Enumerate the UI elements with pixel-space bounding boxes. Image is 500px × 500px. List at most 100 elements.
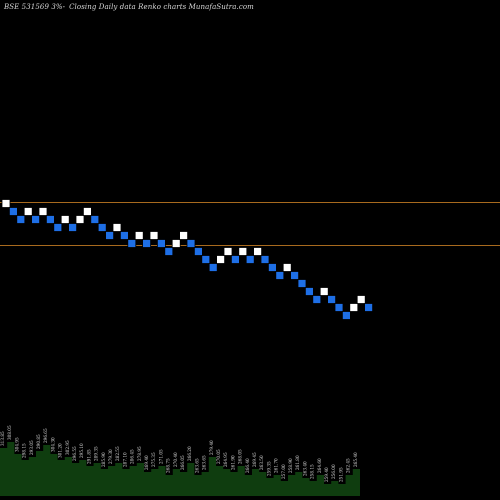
volume-label-23: 271.05 [158, 449, 163, 464]
down-brick-41 [297, 279, 307, 288]
volume-label-20: 278.95 [137, 446, 142, 461]
down-brick-8 [53, 223, 63, 232]
volume-label-12: 295.10 [79, 443, 84, 458]
volume-label-33: 261.90 [230, 455, 235, 470]
up-brick-21 [149, 231, 159, 240]
down-brick-3 [16, 215, 26, 224]
volume-label-38: 259.35 [266, 461, 271, 476]
up-brick-35 [253, 247, 263, 256]
volume-label-2: 308.05 [7, 425, 12, 440]
volume-label-10: 302.95 [65, 440, 70, 455]
volume-label-49: 262.45 [346, 458, 351, 473]
volume-label-8: 304.30 [50, 437, 55, 452]
volume-label-13: 291.85 [86, 449, 91, 464]
volume-label-34: 268.05 [238, 449, 243, 464]
up-brick-49 [356, 295, 366, 304]
volume-label-45: 264.60 [317, 458, 322, 473]
volume-label-48: 251.95 [338, 467, 343, 482]
volume-label-6: 290.85 [36, 434, 41, 449]
volume-label-41: 258.90 [288, 458, 293, 473]
down-brick-13 [90, 215, 100, 224]
volume-label-39: 261.70 [274, 458, 279, 473]
up-brick-16 [112, 223, 122, 232]
volume-label-21: 269.40 [144, 455, 149, 470]
volume-label-22: 275.35 [151, 452, 156, 467]
up-brick-24 [171, 239, 181, 248]
down-brick-45 [327, 295, 337, 304]
volume-label-16: 279.30 [108, 449, 113, 464]
volume-label-14: 289.35 [94, 446, 99, 461]
down-brick-34 [245, 255, 255, 264]
volume-label-43: 263.40 [302, 461, 307, 476]
volume-label-5: 293.05 [29, 440, 34, 455]
volume-label-35: 266.40 [245, 458, 250, 473]
volume-label-28: 263.65 [194, 458, 199, 473]
up-brick-19 [134, 231, 144, 240]
up-brick-11 [75, 215, 85, 224]
volume-label-26: 266.05 [180, 455, 185, 470]
down-brick-15 [105, 231, 114, 240]
volume-label-32: 264.95 [223, 452, 228, 467]
down-brick-22 [156, 239, 166, 248]
down-brick-32 [230, 255, 240, 264]
up-brick-31 [223, 247, 233, 256]
down-brick-20 [142, 239, 152, 248]
volume-label-17: 282.55 [115, 446, 120, 461]
down-brick-17 [120, 231, 129, 240]
volume-label-18: 287.10 [122, 452, 127, 467]
volume-label-7: 296.65 [43, 428, 48, 443]
volume-label-27: 266.20 [187, 446, 192, 461]
down-brick-38 [275, 271, 285, 280]
volume-area [0, 442, 360, 496]
chart-title: BSE 531569 3%- Closing Daily data Renko c… [4, 3, 258, 11]
down-brick-7 [46, 215, 55, 224]
up-brick-33 [238, 247, 248, 256]
down-brick-28 [201, 255, 211, 264]
down-brick-37 [267, 263, 277, 272]
volume-label-42: 261.80 [295, 455, 300, 470]
volume-label-50: 265.40 [353, 452, 358, 467]
down-brick-46 [334, 303, 344, 312]
up-brick-12 [83, 207, 92, 216]
up-brick-44 [319, 287, 329, 296]
volume-label-1: 313.85 [0, 431, 5, 446]
up-brick-30 [216, 255, 226, 264]
volume-label-3: 304.95 [14, 437, 19, 452]
up-brick-25 [179, 231, 189, 240]
volume-label-37: 263.50 [259, 455, 264, 470]
volume-label-25: 270.40 [173, 452, 178, 467]
up-brick-48 [349, 303, 359, 312]
down-brick-5 [31, 215, 41, 224]
up-brick-4 [23, 207, 33, 216]
down-brick-18 [127, 239, 137, 248]
volume-label-40: 257.00 [281, 464, 286, 479]
down-brick-42 [304, 287, 314, 296]
up-brick-6 [38, 207, 48, 216]
volume-label-36: 269.45 [252, 452, 257, 467]
down-brick-40 [290, 271, 300, 280]
volume-label-4: 298.15 [22, 443, 27, 458]
down-brick-36 [260, 255, 270, 264]
symbol-label: BSE 531569 3%- [4, 3, 66, 11]
down-brick-50 [364, 303, 374, 312]
volume-label-29: 263.65 [202, 455, 207, 470]
down-brick-43 [312, 295, 322, 304]
up-brick-39 [282, 263, 292, 272]
volume-label-15: 285.90 [101, 452, 106, 467]
down-brick-10 [68, 223, 77, 232]
volume-label-44: 258.15 [310, 464, 315, 479]
up-brick-9 [60, 215, 70, 224]
down-brick-29 [208, 263, 218, 272]
volume-label-31: 270.05 [216, 449, 221, 464]
volume-label-24: 268.75 [166, 458, 171, 473]
down-brick-27 [193, 247, 203, 256]
up-brick-1 [1, 199, 11, 208]
down-brick-26 [186, 239, 196, 248]
volume-label-47: 256.00 [331, 464, 336, 479]
down-brick-47 [341, 311, 351, 320]
volume-label-46: 259.40 [324, 467, 329, 482]
down-brick-2 [8, 207, 18, 216]
volume-label-30: 279.40 [209, 440, 214, 455]
subtitle-label: Closing Daily data Renko charts MunafaSu… [69, 3, 254, 11]
